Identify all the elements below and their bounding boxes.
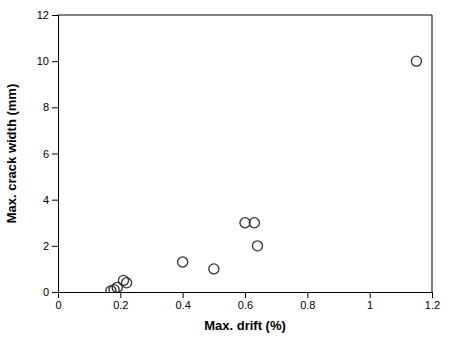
x-axis-tick-label: 0.2 [113,299,128,311]
x-axis-tick-label: 0 [55,299,61,311]
x-axis-tick-mark [370,292,371,298]
y-axis-tick: 12 [37,9,58,21]
y-axis-tick: 8 [43,101,58,113]
point [252,241,262,251]
x-axis-tick: 0.6 [238,292,253,311]
y-axis-tick-mark [52,107,58,108]
y-axis-tick-label: 10 [37,55,49,67]
x-axis-tick-mark [432,292,433,298]
y-axis-tick: 10 [37,55,58,67]
y-axis-tick-mark [52,292,58,293]
y-axis-tick-label: 12 [37,9,49,21]
y-axis-tick-mark [52,15,58,16]
y-axis-title: Max. crack width (mm) [4,84,19,223]
point [118,275,128,285]
x-axis-tick: 0.4 [176,292,191,311]
point [249,218,259,228]
x-axis-tick-mark [183,292,184,298]
y-axis-tick-label: 6 [43,148,49,160]
y-axis-tick-mark [52,200,58,201]
x-axis-title: Max. drift (%) [204,318,286,333]
x-axis: 0 0.2 0.4 0.6 0.8 1 1.2 [55,292,440,311]
y-axis: 0 2 4 6 8 10 12 [37,9,59,298]
point [112,282,122,292]
y-axis-tick-mark [52,154,58,155]
point [411,56,421,66]
x-axis-tick-mark [120,292,121,298]
x-axis-tick: 0.8 [300,292,315,311]
x-axis-tick: 1.2 [425,292,440,311]
chart: 0 0.2 0.4 0.6 0.8 1 1.2 0 2 4 6 8 10 12 Max. drift (%)… [0,0,454,340]
frame-right [432,15,433,292]
y-axis-tick-label: 0 [43,286,49,298]
x-axis-tick-label: 1.2 [425,299,440,311]
plot: 0 0.2 0.4 0.6 0.8 1 1.2 0 2 4 6 8 10 12 [37,9,440,311]
y-axis-tick: 0 [43,286,58,298]
x-axis-tick-mark [307,292,308,298]
y-axis-tick-label: 8 [43,101,49,113]
y-axis-tick-mark [52,246,58,247]
y-axis-tick-label: 4 [43,194,49,206]
x-axis-tick-label: 0.6 [238,299,253,311]
point [178,257,188,267]
x-axis-tick: 0.2 [113,292,128,311]
point [240,218,250,228]
x-axis-tick-label: 1 [367,299,373,311]
point [122,278,132,288]
x-axis-tick-label: 0.8 [300,299,315,311]
x-axis-line [59,293,433,299]
y-axis-tick-label: 2 [43,240,49,252]
points [106,56,422,292]
y-axis-tick: 2 [43,240,58,252]
y-axis-line [52,16,59,293]
y-axis-tick: 4 [43,194,58,206]
y-axis-tick: 6 [43,148,58,160]
y-axis-tick-mark [52,61,58,62]
x-axis-tick: 0 [55,292,61,311]
x-axis-tick-mark [245,292,246,298]
frame-top [58,15,432,16]
x-axis-tick: 1 [367,292,373,311]
x-axis-tick-label: 0.4 [176,299,191,311]
point [209,264,219,274]
